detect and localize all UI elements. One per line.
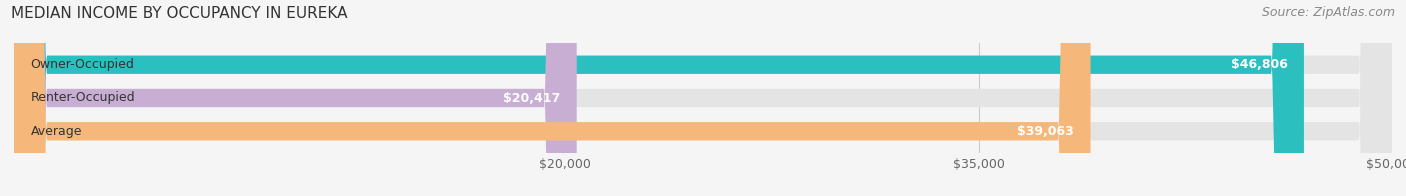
- Text: Average: Average: [31, 125, 82, 138]
- Text: $46,806: $46,806: [1230, 58, 1288, 71]
- Text: $20,417: $20,417: [503, 92, 560, 104]
- FancyBboxPatch shape: [14, 0, 1392, 196]
- FancyBboxPatch shape: [14, 0, 1303, 196]
- FancyBboxPatch shape: [14, 0, 1392, 196]
- Text: Owner-Occupied: Owner-Occupied: [31, 58, 135, 71]
- FancyBboxPatch shape: [14, 0, 1091, 196]
- FancyBboxPatch shape: [14, 0, 1392, 196]
- Text: Source: ZipAtlas.com: Source: ZipAtlas.com: [1261, 6, 1395, 19]
- Text: $39,063: $39,063: [1018, 125, 1074, 138]
- Text: Renter-Occupied: Renter-Occupied: [31, 92, 135, 104]
- FancyBboxPatch shape: [14, 0, 576, 196]
- Text: MEDIAN INCOME BY OCCUPANCY IN EUREKA: MEDIAN INCOME BY OCCUPANCY IN EUREKA: [11, 6, 347, 21]
